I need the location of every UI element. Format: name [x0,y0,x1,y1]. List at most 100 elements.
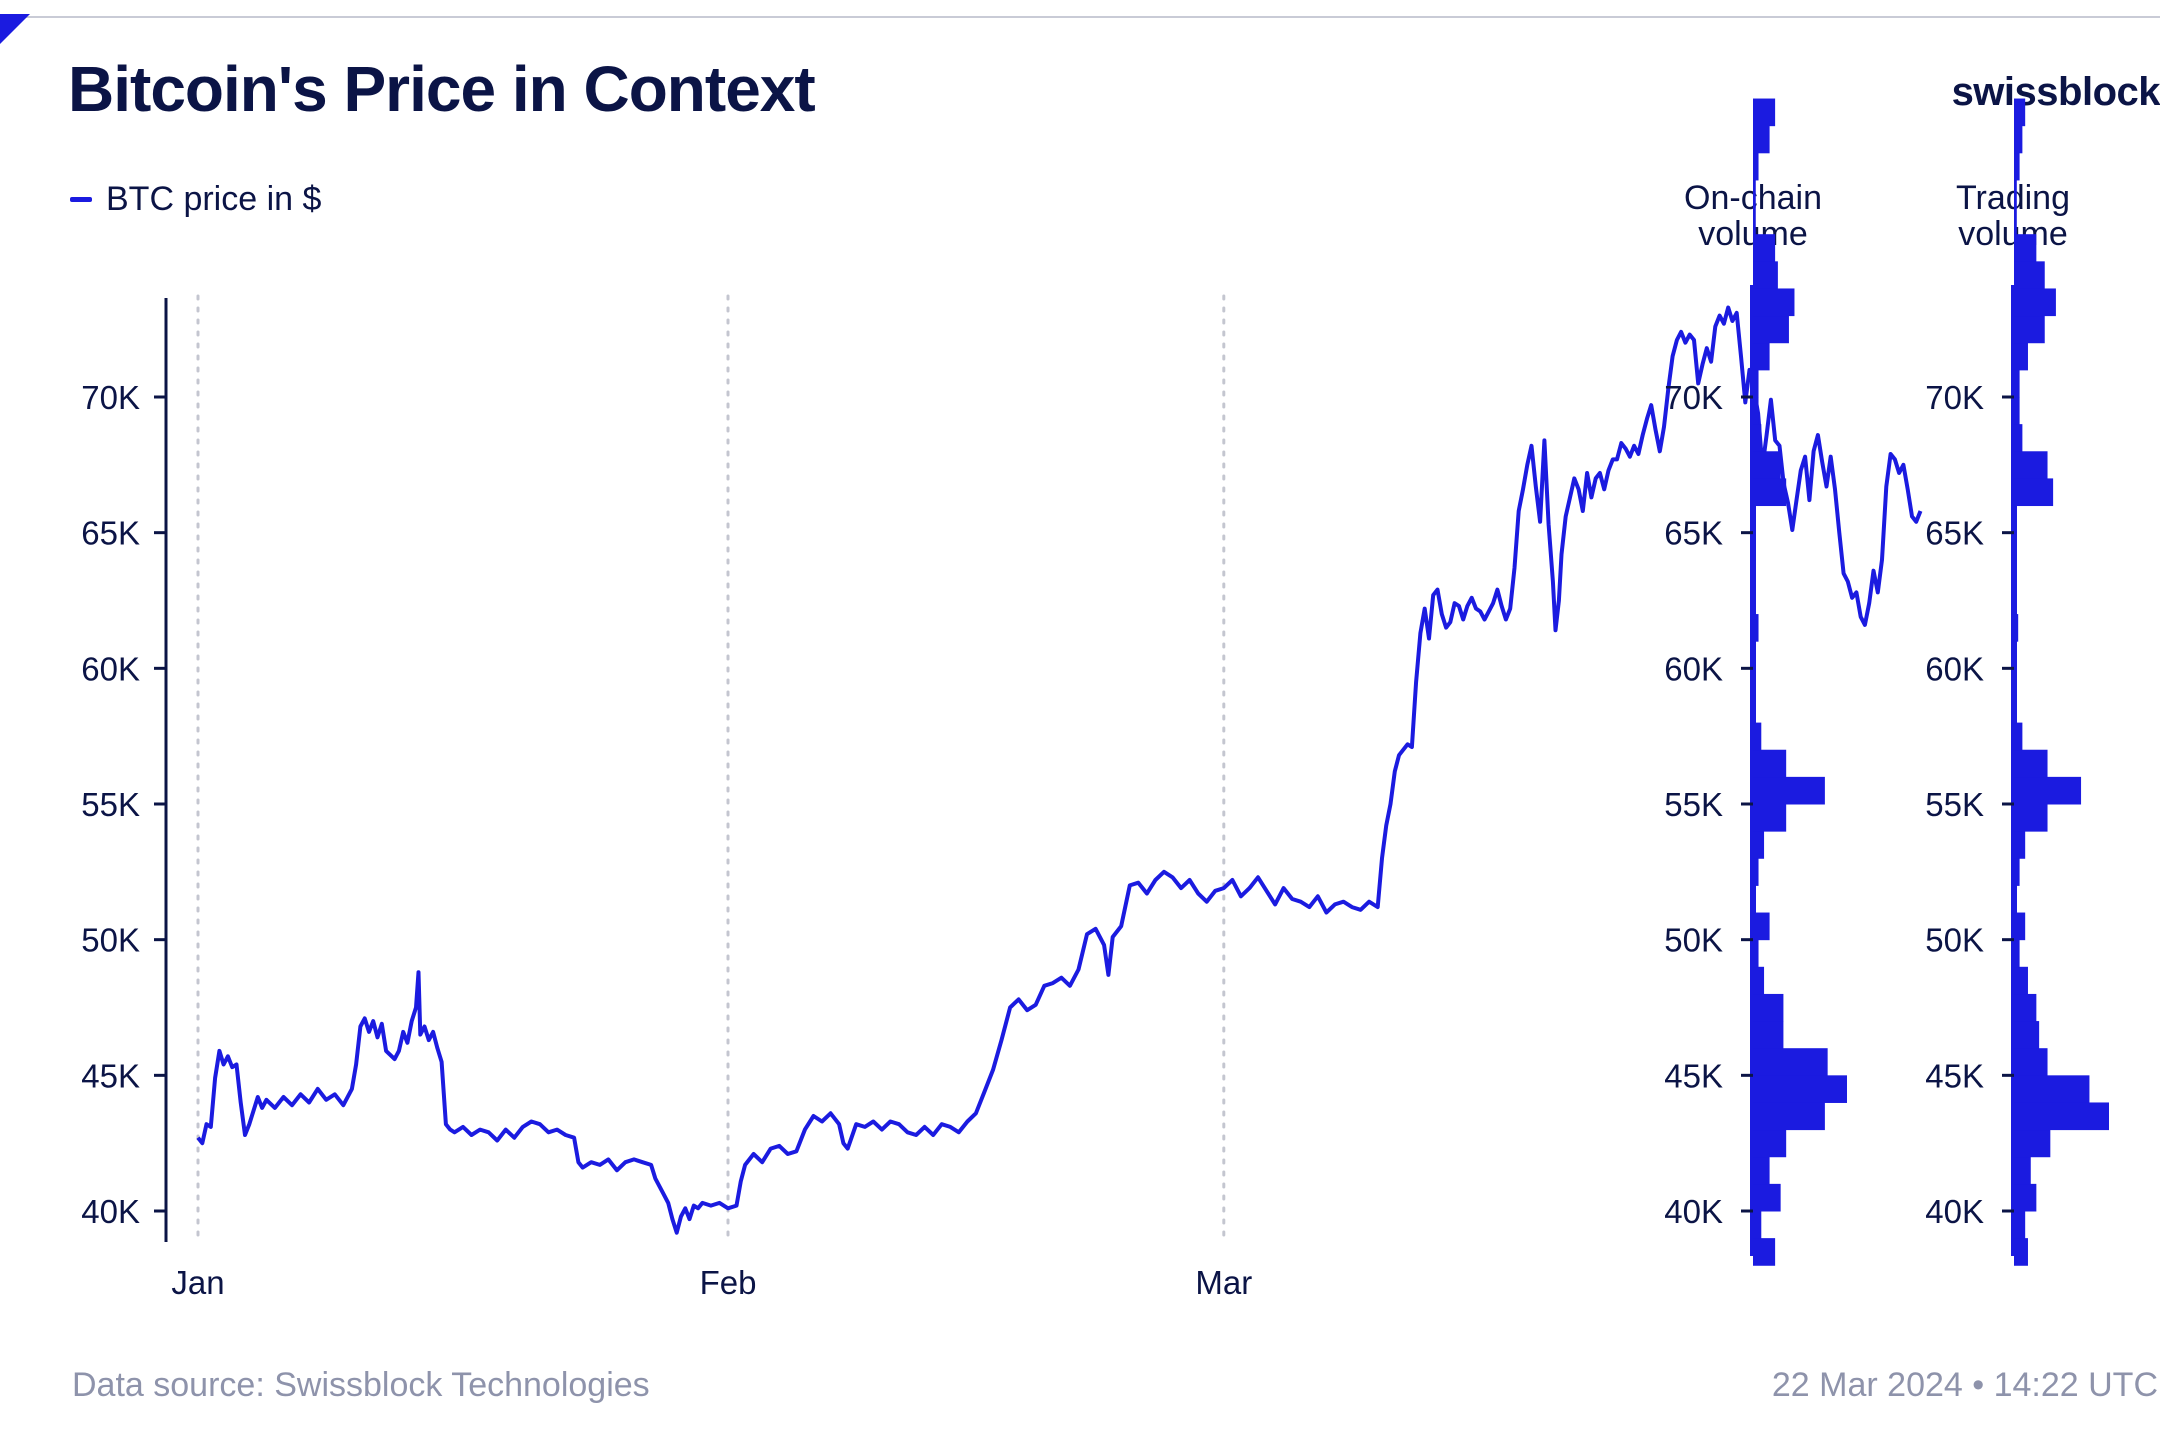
onchain-bar [1753,966,1765,995]
onchain-bar [1753,804,1787,832]
trading-bar [2014,1102,2109,1131]
trading-bar [2014,776,2082,805]
y-tick-label-40k: 40K [81,1193,140,1230]
onchain-bar [1753,234,1776,262]
onchain-bar [1753,912,1770,941]
trading-bar [2014,641,2017,669]
onchain-bar [1753,749,1787,778]
data-source: Data source: Swissblock Technologies [72,1366,650,1404]
y-tick-label-55k: 55K [81,786,140,823]
onchain-bar [1753,315,1789,344]
onchain-bar [1753,559,1755,588]
y-tick-label-45k: 45K [81,1057,140,1094]
onchain-bar [1753,1048,1828,1076]
onchain-tick-label-70k: 70K [1664,379,1723,416]
onchain-bar [1753,614,1759,642]
trading-volume-title: Trading volume [1955,179,2071,253]
onchain-bar [1753,1183,1781,1212]
trading-bar [2014,397,2020,425]
trading-bar [2014,722,2023,751]
trading-bar [2014,234,2037,262]
onchain-bar [1753,776,1825,805]
onchain-bar [1753,1021,1784,1049]
onchain-bar [1753,397,1759,425]
trading-bar [2014,505,2016,534]
trading-bar [2014,804,2048,832]
onchain-bar [1753,1075,1847,1103]
onchain-tick-label-40k: 40K [1664,1193,1723,1230]
trading-bar [2014,1048,2048,1076]
trading-bar [2014,749,2048,778]
onchain-bar [1753,207,1756,235]
onchain-bar [1753,586,1755,615]
onchain-bar [1753,939,1759,968]
trading-bar [2014,993,2037,1022]
onchain-bar [1753,1102,1825,1131]
trading-bar [2014,179,2017,208]
trading-tick-label-60k: 60K [1925,650,1984,687]
trading-bar [2014,912,2026,941]
onchain-bar [1753,858,1759,886]
onchain-bar [1753,668,1756,696]
legend-label: BTC price in $ [106,180,322,218]
onchain-bar [1753,369,1759,398]
y-tick-label-65k: 65K [81,515,140,552]
trading-bar [2014,369,2020,398]
onchain-tick-label-55k: 55K [1664,786,1723,823]
onchain-tick-label-45k: 45K [1664,1057,1723,1094]
trading-bar [2014,1211,2026,1239]
trading-bar [2014,885,2017,914]
trading-bar [2014,586,2016,615]
y-tick-label-50k: 50K [81,922,140,959]
trading-tick-label-55k: 55K [1925,786,1984,823]
trading-bar [2014,152,2020,181]
page-title: Bitcoin's Price in Context [68,53,816,125]
onchain-bar [1753,1156,1770,1185]
onchain-bar [1753,1211,1762,1239]
trading-bar [2014,614,2019,642]
trading-bar [2014,1156,2031,1185]
brand-logo: swissblock [1951,70,2160,114]
onchain-bar [1753,179,1756,208]
trading-bar [2014,424,2023,452]
y-tick-label-70k: 70K [81,379,140,416]
onchain-bar [1753,98,1776,127]
trading-tick-label-40k: 40K [1925,1193,1984,1230]
trading-bar [2014,478,2054,507]
trading-bar [2014,858,2020,886]
trading-bar [2014,125,2023,154]
trading-bar [2014,261,2045,289]
trading-bar [2014,559,2016,588]
trading-tick-label-70k: 70K [1925,379,1984,416]
trading-bar [2014,1183,2037,1212]
legend-swatch [70,197,92,202]
trading-bar [2014,1021,2040,1049]
onchain-bar [1753,722,1762,751]
onchain-tick-label-65k: 65K [1664,515,1723,552]
chart-legend: BTC price in $ [70,180,321,219]
onchain-bar [1753,342,1770,371]
onchain-bar [1753,641,1756,669]
onchain-tick-label-60k: 60K [1664,650,1723,687]
x-tick-label-feb: Feb [700,1264,757,1301]
trading-bar [2014,966,2028,995]
trading-bar [2014,695,2017,724]
trading-bar [2014,342,2028,371]
onchain-bar [1753,532,1756,561]
trading-bar [2014,1075,2090,1103]
timestamp: 22 Mar 2024 • 14:22 UTC [1771,1366,2158,1404]
onchain-bar [1753,451,1781,479]
onchain-bar [1753,1238,1776,1266]
corner-accent [0,14,30,44]
onchain-bar [1753,695,1756,724]
trading-bar [2014,207,2017,235]
onchain-bar [1753,478,1787,507]
onchain-bar [1753,125,1770,154]
trading-bar [2014,315,2045,344]
trading-bar [2014,451,2048,479]
onchain-bar [1753,152,1759,181]
trading-bar [2014,288,2056,317]
x-tick-label-mar: Mar [1195,1264,1252,1301]
trading-bar [2014,939,2020,968]
